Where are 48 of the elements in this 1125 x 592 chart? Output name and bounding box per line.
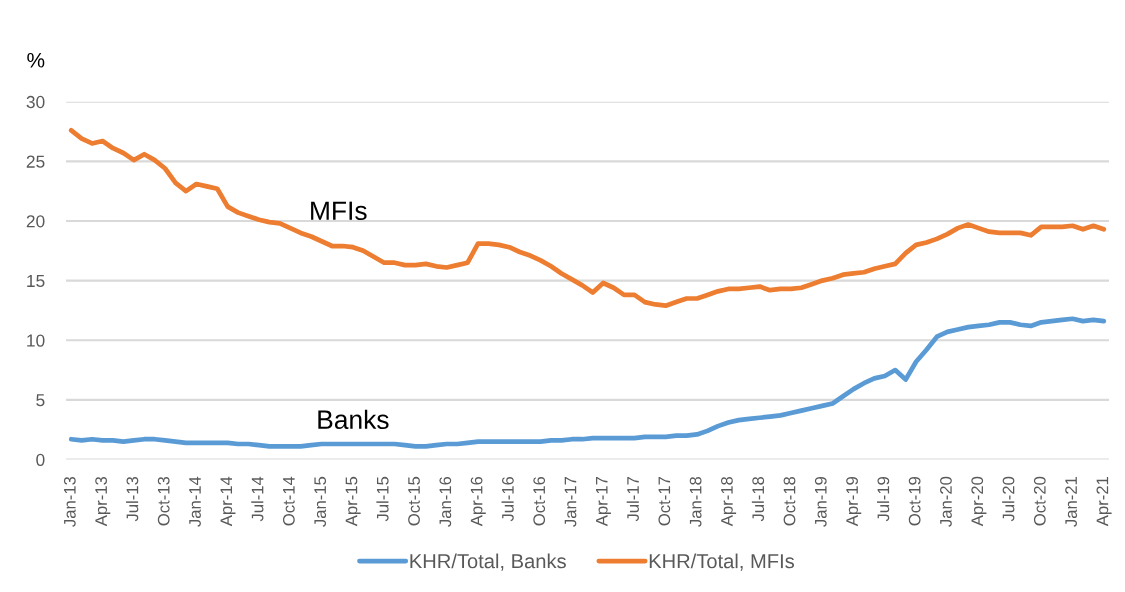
x-tick-label: Jan-16 bbox=[439, 476, 452, 527]
x-tick-label: Oct-15 bbox=[408, 476, 420, 526]
x-tick-label: Jul-16 bbox=[501, 476, 514, 522]
y-tick-label: 30 bbox=[26, 95, 45, 109]
x-tick-label: Jul-13 bbox=[126, 476, 139, 522]
x-tick-label: Oct-14 bbox=[282, 476, 295, 526]
line-series bbox=[68, 127, 1107, 309]
x-tick-label: Jan-17 bbox=[564, 477, 577, 527]
x-tick-label: Apr-21 bbox=[1096, 476, 1112, 527]
x-tick-label: Apr-20 bbox=[971, 476, 987, 527]
x-tick-label: Jul-17 bbox=[626, 477, 639, 522]
x-tick-label: Oct-13 bbox=[157, 476, 170, 526]
line-series bbox=[68, 316, 1107, 449]
x-tick-label: Apr-16 bbox=[470, 476, 486, 527]
x-tick-label: Apr-18 bbox=[721, 476, 737, 527]
x-tick-label: Jul-19 bbox=[877, 476, 890, 522]
x-tick-label: Jan-19 bbox=[814, 476, 827, 527]
y-tick-label: 20 bbox=[26, 215, 45, 228]
x-tick-label: Apr-13 bbox=[95, 476, 111, 527]
y-tick-label: 5 bbox=[36, 394, 45, 407]
x-tick-label: Oct-18 bbox=[783, 476, 796, 526]
x-tick-label: Jan-15 bbox=[314, 476, 327, 527]
x-tick-label: Jul-15 bbox=[376, 476, 389, 522]
y-tick-label: 25 bbox=[26, 155, 45, 168]
x-tick-label: Apr-14 bbox=[220, 476, 236, 527]
x-tick-label: Jul-14 bbox=[251, 476, 264, 522]
legend-label: KHR/Total, MFIs bbox=[649, 553, 795, 571]
x-tick-label: Oct-20 bbox=[1033, 476, 1046, 526]
legend-label: KHR/Total, Banks bbox=[410, 553, 566, 571]
x-tick-label: Jul-18 bbox=[751, 476, 765, 522]
x-tick-label: Jan-14 bbox=[189, 476, 201, 527]
y-tick-label: 10 bbox=[27, 334, 45, 347]
x-tick-label: Jan-20 bbox=[940, 476, 952, 527]
x-tick-label: Apr-19 bbox=[846, 476, 862, 527]
x-tick-label: Oct-17 bbox=[658, 477, 671, 526]
y-axis-title: % bbox=[27, 52, 45, 68]
y-tick-label: 0 bbox=[36, 453, 45, 466]
x-tick-label: Oct-16 bbox=[533, 476, 546, 526]
x-tick-label: Jan-13 bbox=[63, 476, 76, 527]
x-tick-label: Oct-19 bbox=[908, 476, 921, 526]
x-tick-label: Jan-18 bbox=[689, 476, 702, 527]
x-tick-label: Jan-21 bbox=[1065, 476, 1077, 527]
annotation: Banks bbox=[318, 409, 389, 430]
annotation: MFIs bbox=[311, 201, 367, 221]
y-tick-label: 15 bbox=[27, 274, 45, 288]
x-tick-label: Apr-15 bbox=[345, 476, 361, 527]
x-tick-label: Jul-20 bbox=[1002, 476, 1015, 522]
x-tick-label: Apr-17 bbox=[596, 477, 611, 527]
